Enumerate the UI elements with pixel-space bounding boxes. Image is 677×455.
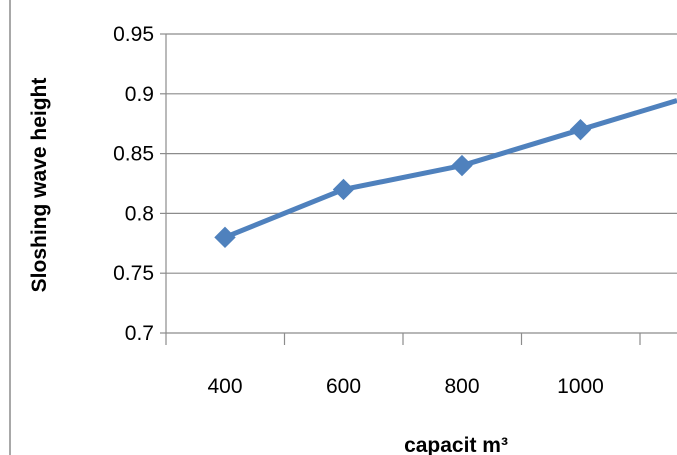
x-tick-label: 800 (444, 375, 479, 398)
y-tick-label: 0.85 (113, 143, 154, 166)
x-tick-label: 400 (207, 375, 242, 398)
gridlines (166, 33, 677, 274)
data-point-marker (332, 178, 355, 201)
x-tick-label: 1000 (557, 375, 604, 398)
data-point-marker (214, 226, 236, 249)
y-tick-label: 0.8 (125, 202, 154, 225)
x-axis-title: capacit m³ (404, 434, 508, 455)
y-tick-label: 0.7 (125, 322, 154, 345)
y-tick-label: 0.95 (113, 23, 154, 46)
y-tick-label: 0.9 (125, 83, 154, 106)
data-point-marker (451, 154, 473, 177)
axes (160, 33, 677, 345)
series-layer (214, 98, 677, 249)
x-tick-label: 600 (326, 375, 361, 398)
data-point-marker (569, 118, 592, 141)
chart-frame (9, 0, 677, 455)
labels: 0.95 0.9 0.85 0.8 0.75 0.7 400 600 800 1000 Sloshi… (28, 23, 604, 455)
y-tick-label: 0.75 (113, 262, 154, 285)
y-axis-title: Sloshing wave height (28, 78, 51, 293)
